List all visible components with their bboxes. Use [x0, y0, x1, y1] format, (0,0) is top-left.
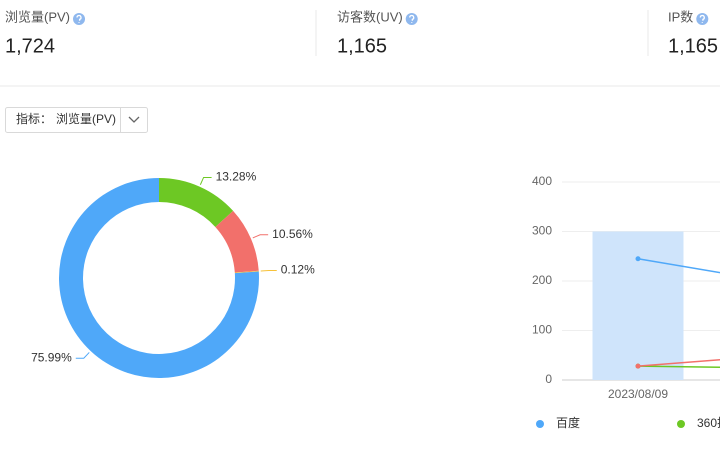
legend-label: 360搜 — [697, 415, 720, 430]
line-point — [635, 256, 641, 262]
leader-line — [260, 269, 277, 272]
help-glyph — [699, 14, 705, 23]
stat-value: 1,724 — [5, 35, 55, 57]
help-glyph — [76, 14, 82, 23]
line-series — [637, 358, 720, 367]
selector-value: 浏览量(PV) — [56, 111, 116, 126]
legend-marker — [677, 420, 685, 428]
data-label: 75.99% — [31, 350, 72, 364]
bar — [592, 231, 684, 380]
y-tick-label: 0 — [545, 372, 552, 386]
pie-slice — [215, 210, 259, 273]
line-chart: 0 100 200 300 400 2023/08/09 百度 360搜 — [532, 174, 720, 430]
data-label: 13.28% — [216, 170, 257, 184]
pie-chart: 13.28% 10.56% 0.12% 75.99% — [31, 170, 315, 378]
chevron-icon[interactable] — [128, 116, 140, 123]
stat-label: IP数 — [668, 9, 693, 24]
line-series — [637, 365, 720, 368]
line-point — [635, 363, 641, 369]
y-tick-label: 200 — [532, 273, 552, 287]
line-series — [637, 257, 720, 274]
stat-value: 1,165 — [668, 35, 718, 57]
y-tick-label: 300 — [532, 224, 552, 238]
leader-line — [75, 352, 90, 359]
stat-value: 1,165 — [337, 35, 387, 57]
help-glyph — [409, 14, 415, 23]
data-label: 0.12% — [281, 263, 315, 277]
pie-slice — [159, 178, 234, 227]
stats: 浏览量(PV) 1,724 访客数(UV) 1,165 IP数 1,165 — [5, 9, 718, 57]
leader-line — [199, 176, 212, 185]
y-tick-label: 400 — [532, 174, 552, 188]
legend-label: 百度 — [556, 415, 580, 430]
x-tick-label: 2023/08/09 — [608, 387, 668, 401]
y-tick-label: 100 — [532, 323, 552, 337]
selector-label: 指标： — [16, 111, 52, 126]
stat-label: 访客数(UV) — [337, 9, 403, 24]
data-label: 10.56% — [272, 227, 313, 241]
stat-label: 浏览量(PV) — [5, 9, 70, 24]
pie-slice — [234, 270, 259, 274]
selector[interactable]: 指标： 浏览量(PV) — [5, 107, 148, 133]
selector-box[interactable] — [5, 107, 148, 133]
legend-marker — [536, 420, 544, 428]
leader-line — [252, 234, 269, 239]
